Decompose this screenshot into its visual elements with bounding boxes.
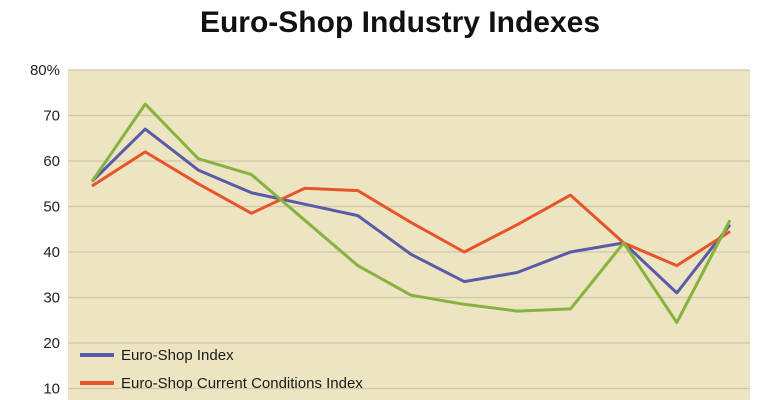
plot-area — [68, 70, 750, 400]
series-lines — [90, 102, 732, 324]
y-tick-label: 50 — [43, 199, 60, 216]
legend-label-1: Euro-Shop Index — [121, 347, 234, 364]
y-tick-label: 60 — [43, 153, 60, 170]
legend: Euro-Shop Index Euro-Shop Current Conditi… — [80, 347, 363, 392]
y-tick-label: 70 — [43, 108, 60, 125]
y-tick-label: 30 — [43, 290, 60, 307]
series-line-3 — [90, 102, 732, 324]
y-tick-label: 10 — [43, 381, 60, 398]
chart-title: Euro-Shop Industry Indexes — [200, 6, 600, 39]
y-tick-label: 40 — [43, 244, 60, 261]
grid-lines — [68, 69, 750, 390]
y-tick-label: 80% — [30, 62, 60, 79]
legend-label-2: Euro-Shop Current Conditions Index — [121, 375, 363, 392]
y-axis-ticks: 80% 70 60 50 40 30 20 10 — [30, 62, 60, 398]
y-tick-label: 20 — [43, 335, 60, 352]
